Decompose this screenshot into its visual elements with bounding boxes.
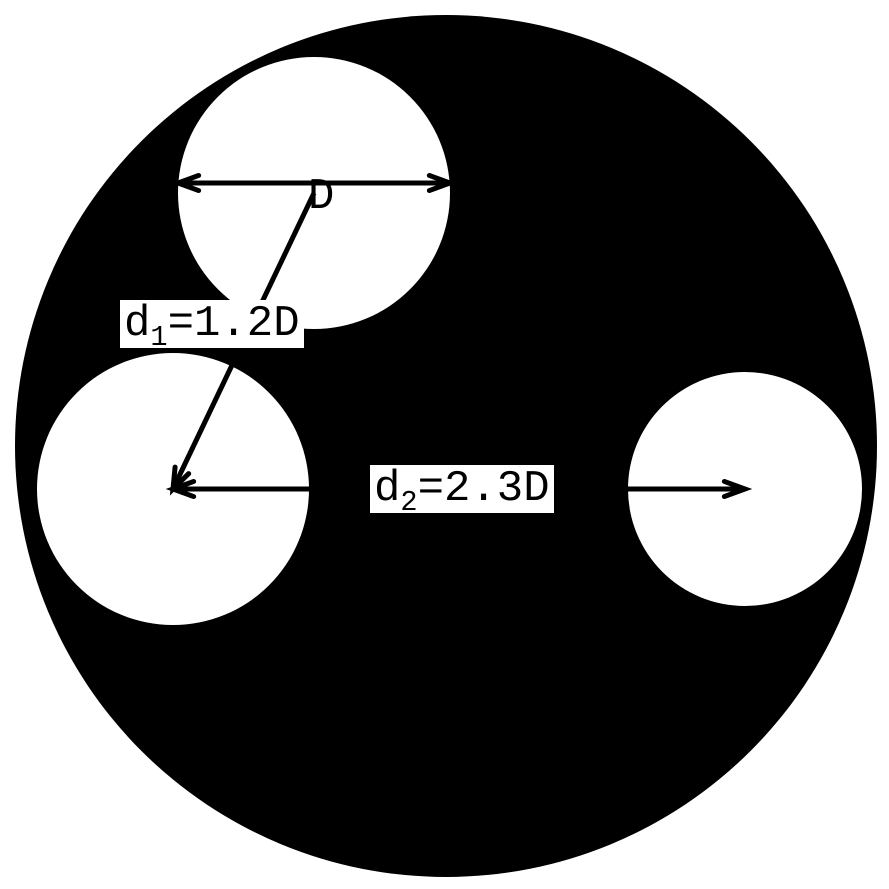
label-d1-sub: 1 bbox=[150, 321, 167, 354]
label-d2: d2=2.3D bbox=[370, 465, 554, 513]
inner-circle-left bbox=[37, 353, 309, 625]
label-d2-sub: 2 bbox=[400, 486, 417, 519]
label-d2-rest: =2.3D bbox=[418, 464, 550, 514]
label-d2-prefix: d bbox=[374, 464, 400, 514]
label-d1-rest: =1.2D bbox=[168, 299, 300, 349]
label-D: D bbox=[304, 173, 338, 221]
inner-circle-right bbox=[628, 372, 862, 606]
diagram-canvas: D d1=1.2D d2=2.3D bbox=[0, 0, 889, 889]
label-d1-prefix: d bbox=[124, 299, 150, 349]
label-D-text: D bbox=[308, 172, 334, 222]
label-d1: d1=1.2D bbox=[120, 300, 304, 348]
